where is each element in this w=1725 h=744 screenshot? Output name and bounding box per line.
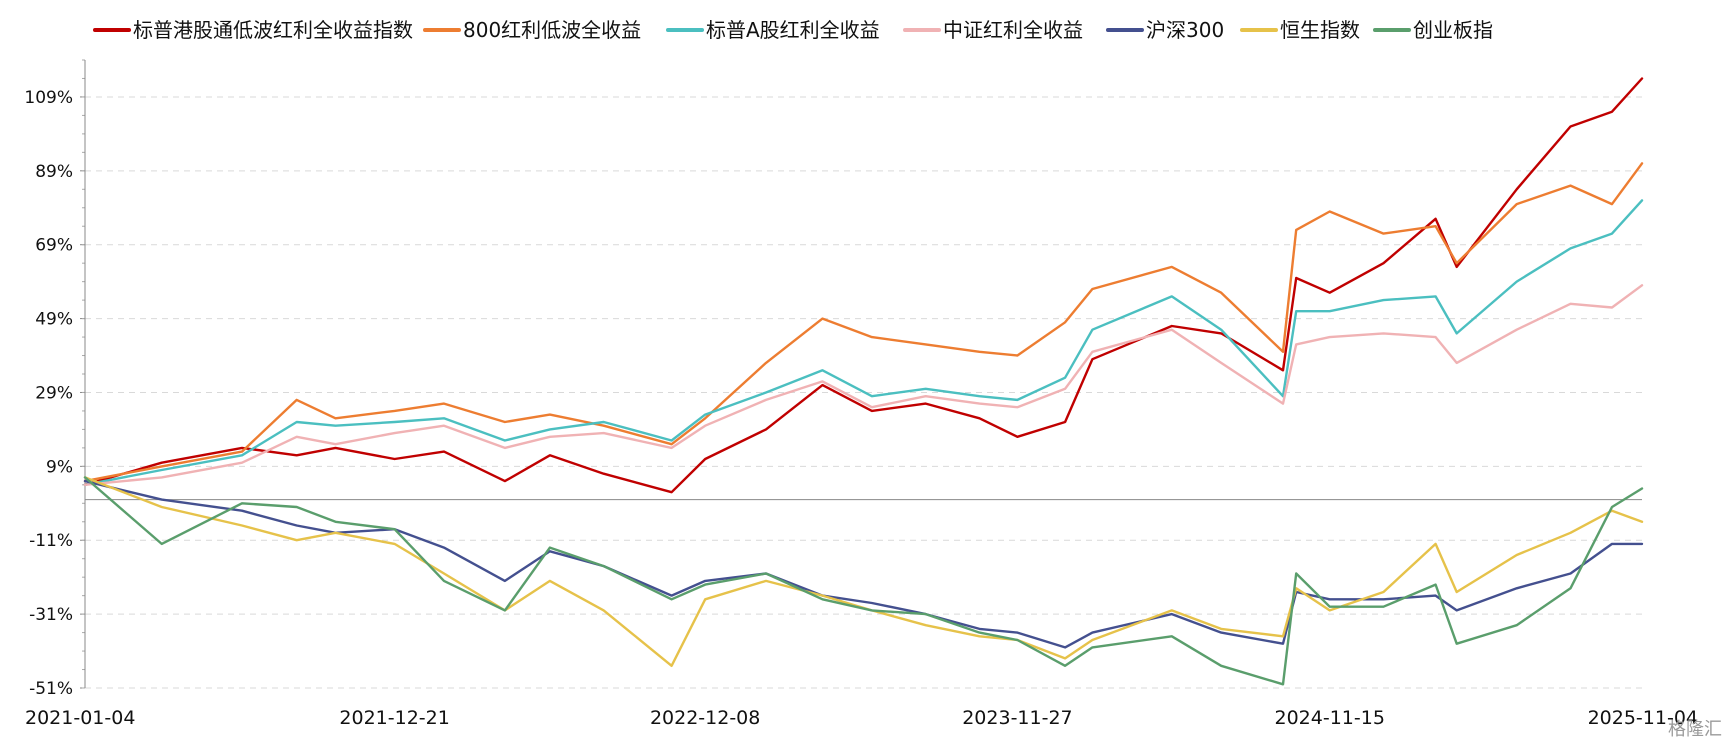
legend-label: 标普A股红利全收益 (706, 18, 880, 42)
series-line (83, 476, 1644, 667)
y-tick-label: 69% (35, 236, 73, 256)
series-line (83, 476, 1644, 686)
legend-item: 800红利低波全收益 (423, 18, 641, 42)
legend-label: 恒生指数 (1280, 18, 1360, 42)
legend-item: 中证红利全收益 (903, 18, 1083, 42)
series-line (83, 199, 1644, 486)
y-tick-label: 49% (35, 310, 73, 330)
x-axis: 2021-01-04 2021-12-21 2022-12-08 2023-11-27… (25, 499, 1698, 729)
legend-item: 标普A股红利全收益 (666, 18, 880, 42)
legend-label: 中证红利全收益 (943, 18, 1083, 42)
series-lines (83, 77, 1644, 686)
legend-label: 800红利低波全收益 (463, 18, 641, 42)
y-tick-label: -51% (29, 679, 73, 699)
series-line (83, 479, 1644, 649)
watermark-text: 格隆汇 (1668, 719, 1722, 740)
legend-label: 沪深300 (1146, 18, 1224, 42)
legend-label: 创业板指 (1413, 18, 1493, 42)
y-tick-label: -31% (29, 605, 73, 625)
y-tick-label: 89% (35, 162, 73, 182)
x-tick-label: 2022-12-08 (650, 707, 760, 729)
x-tick-label: 2025-11-04 (1588, 707, 1698, 729)
legend-item: 创业板指 (1373, 18, 1493, 42)
series-line (83, 162, 1644, 483)
legend-label: 标普港股通低波红利全收益指数 (133, 18, 413, 42)
legend: 标普港股通低波红利全收益指数 800红利低波全收益 标普A股红利全收益 中证红利全收益… (93, 18, 1493, 42)
legend-item: 标普港股通低波红利全收益指数 (93, 18, 413, 42)
x-tick-label: 2021-12-21 (339, 707, 449, 729)
x-tick-label: 2023-11-27 (962, 707, 1072, 729)
legend-item: 恒生指数 (1240, 18, 1360, 42)
y-tick-label: 29% (35, 383, 73, 403)
y-tick-label: -11% (29, 531, 73, 551)
series-line (83, 284, 1644, 486)
y-tick-label: 9% (46, 457, 73, 477)
legend-item: 沪深300 (1106, 18, 1224, 42)
y-axis: 109% 89% 69% 49% 29% 9% -11% -31% -51% (24, 59, 86, 699)
x-tick-label: 2021-01-04 (25, 707, 135, 729)
x-tick-label: 2024-11-15 (1275, 707, 1385, 729)
y-tick-label: 109% (24, 88, 73, 108)
series-line (83, 77, 1644, 494)
